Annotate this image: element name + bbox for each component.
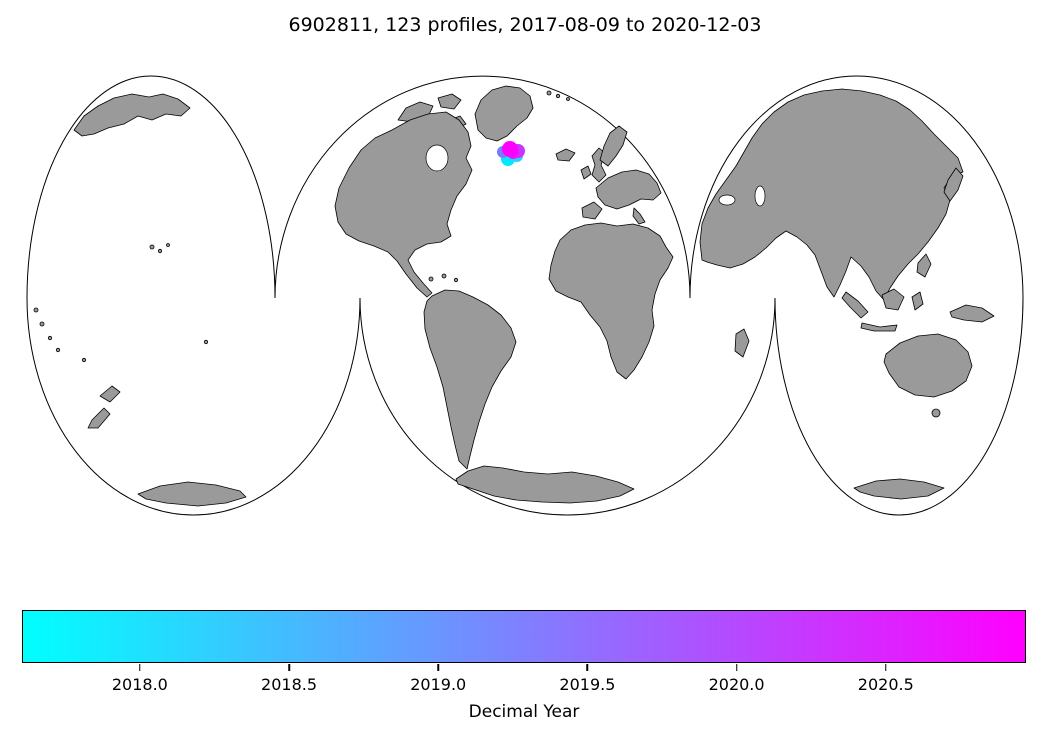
colorbar-tick [885, 664, 887, 671]
world-map [26, 75, 1024, 516]
landmass-iceland [555, 148, 576, 162]
islands-svalbard [546, 90, 570, 101]
colorbar [22, 610, 1026, 663]
landmass-antarctica-right [853, 478, 945, 500]
profile-point [502, 141, 518, 157]
sea-caspian [754, 185, 766, 207]
sea-black [718, 194, 736, 206]
colorbar-tick-label: 2019.5 [559, 675, 616, 694]
landmass-australia [883, 333, 973, 398]
colorbar-tick [735, 664, 738, 671]
profile-scatter-cluster [497, 141, 525, 166]
chart-title: 6902811, 123 profiles, 2017-08-09 to 202… [288, 14, 762, 36]
colorbar-tick [288, 664, 290, 671]
landmass-siberia-alaska [73, 93, 191, 137]
colorbar-ticks: 2018.0 2018.5 2019.0 2019.5 2020.0 2020.5 [22, 663, 1026, 709]
landmass-europe [595, 169, 662, 210]
landmass-africa [548, 222, 674, 380]
islands-hawaii [149, 243, 170, 254]
landmass-iberia [581, 201, 603, 220]
landmass-north-america [334, 111, 473, 298]
colorbar-tick [139, 664, 141, 671]
landmass-south-america [423, 289, 517, 470]
colorbar-tick-label: 2018.0 [111, 675, 168, 694]
colorbar-tick-label: 2018.5 [261, 675, 318, 694]
colorbar-tick-label: 2019.0 [410, 675, 467, 694]
landmass-madagascar [734, 328, 750, 358]
sea-hudson-bay [425, 144, 449, 172]
islands-south-pacific [33, 307, 209, 363]
landmass-italy [632, 207, 646, 225]
map-outline [26, 75, 1024, 516]
landmass-scandinavia [599, 125, 628, 167]
islands-caribbean [428, 273, 459, 283]
colorbar-tick [437, 664, 439, 671]
colorbar-label: Decimal Year [468, 702, 580, 722]
continents [33, 85, 995, 507]
landmass-japan [943, 167, 964, 202]
landmass-greenland [474, 85, 534, 142]
landmass-antarctica-left [137, 481, 247, 507]
landmass-ireland [580, 165, 592, 180]
landmass-antarctica-middle [455, 465, 635, 504]
landmass-new-zealand [87, 385, 121, 429]
landmass-tasmania [931, 408, 941, 418]
colorbar-tick-label: 2020.0 [708, 675, 765, 694]
landmass-eurasia [699, 88, 964, 301]
islands-southeast-asia [841, 253, 995, 332]
colorbar-tick [586, 664, 589, 671]
colorbar-tick-label: 2020.5 [857, 675, 914, 694]
